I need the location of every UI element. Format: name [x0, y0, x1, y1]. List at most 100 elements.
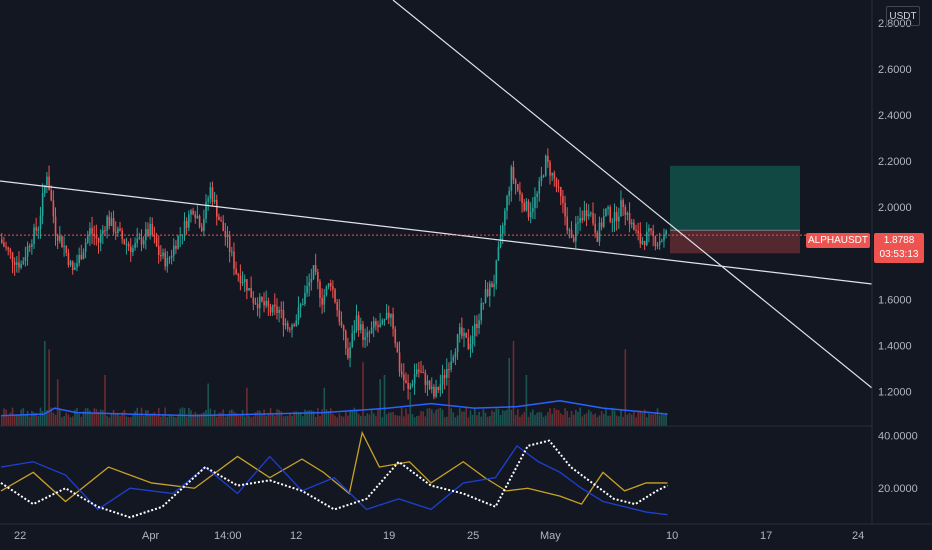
volume-bar: [246, 387, 248, 426]
trendlines[interactable]: [0, 0, 873, 389]
volume-bar: [345, 410, 347, 426]
time-tick-label: 25: [467, 530, 479, 542]
volume-bar: [188, 407, 190, 426]
position-stop-zone[interactable]: [670, 230, 800, 254]
volume-bar: [388, 412, 390, 426]
volume-bar: [529, 412, 532, 426]
candle: [508, 190, 510, 196]
candle: [299, 304, 302, 308]
long-position-tool[interactable]: [670, 165, 800, 254]
candle: [106, 216, 108, 231]
candle: [532, 207, 534, 213]
candle: [282, 310, 285, 326]
candle: [276, 306, 278, 314]
volume-bar: [302, 416, 304, 426]
trendline[interactable]: [0, 180, 873, 285]
volume-bar: [562, 414, 564, 426]
volume-bar: [18, 415, 20, 426]
volume-bar: [534, 414, 536, 426]
volume-bar: [652, 414, 655, 426]
volume-bar: [286, 415, 289, 426]
oscillator-axis[interactable]: 20.0000 40.0000: [878, 430, 918, 495]
volume-bar: [177, 414, 179, 426]
volume-bar: [461, 411, 463, 426]
candle: [431, 386, 433, 389]
volume-bar: [403, 416, 405, 426]
candle: [228, 235, 231, 253]
volume-bar: [600, 410, 603, 426]
volume-bar: [577, 411, 579, 426]
currency-label[interactable]: USDT: [886, 6, 920, 26]
volume-bar: [409, 392, 412, 426]
volume-bar: [99, 409, 102, 426]
candle: [13, 262, 16, 265]
volume-bar: [575, 409, 577, 426]
volume-bar: [231, 409, 233, 426]
volume-bar: [635, 417, 637, 426]
candle: [620, 200, 622, 217]
volume-bar: [355, 409, 358, 426]
volume-bar: [418, 415, 420, 426]
candle: [9, 249, 12, 253]
volume-bar: [598, 415, 601, 426]
volume-bar: [510, 409, 513, 426]
candle: [80, 254, 83, 260]
candle: [336, 302, 338, 310]
price-axis[interactable]: 1.20001.40001.60001.80002.00002.20002.40…: [878, 18, 912, 398]
volume-bar: [155, 416, 158, 426]
candle: [52, 200, 55, 217]
volume-bar: [553, 408, 556, 426]
trendline[interactable]: [392, 0, 873, 389]
time-axis[interactable]: 22 Apr 14:00 12 19 25 May 10 17 24: [0, 523, 932, 550]
candle: [555, 178, 558, 187]
candle: [400, 371, 403, 375]
volume-bar: [145, 410, 147, 426]
candle: [192, 210, 194, 214]
volume-bar: [523, 412, 526, 426]
volume-bar: [458, 408, 461, 426]
volume-bar: [125, 416, 128, 426]
volume-bar: [544, 415, 547, 426]
candle: [220, 220, 222, 222]
candle: [635, 229, 637, 231]
candle: [433, 386, 435, 397]
candle: [319, 281, 321, 299]
candle: [506, 195, 508, 211]
candle: [231, 251, 233, 253]
volume-bar: [568, 417, 571, 426]
candle: [198, 216, 201, 227]
candle: [93, 233, 96, 237]
candle: [388, 312, 390, 318]
volume-bar: [508, 358, 510, 426]
volume-bar: [495, 408, 498, 426]
volume-bar: [237, 415, 240, 426]
volume-bar: [108, 417, 111, 426]
volume-bar: [147, 410, 149, 426]
candle: [519, 190, 521, 195]
volume-bar: [82, 411, 85, 426]
candle: [237, 273, 240, 276]
volume-bar: [661, 412, 663, 426]
volume-bar: [39, 407, 42, 426]
candle: [482, 302, 485, 304]
volume-bar: [549, 407, 551, 426]
candle: [254, 303, 257, 305]
candle: [474, 323, 476, 336]
volume-bar: [170, 415, 173, 426]
volume-bar: [594, 413, 596, 426]
candle: [117, 228, 119, 233]
candle: [398, 352, 401, 372]
volume-bar: [185, 416, 188, 426]
candle: [256, 303, 259, 309]
volume-bar: [239, 414, 242, 426]
candle: [381, 320, 384, 324]
position-target-zone[interactable]: [670, 165, 800, 231]
candle: [435, 386, 437, 397]
volume-bar: [71, 416, 74, 426]
candlestick-series[interactable]: [1, 148, 667, 400]
volume-bar: [110, 413, 113, 426]
candle: [112, 218, 115, 232]
candle: [360, 324, 362, 331]
candle: [243, 279, 246, 283]
